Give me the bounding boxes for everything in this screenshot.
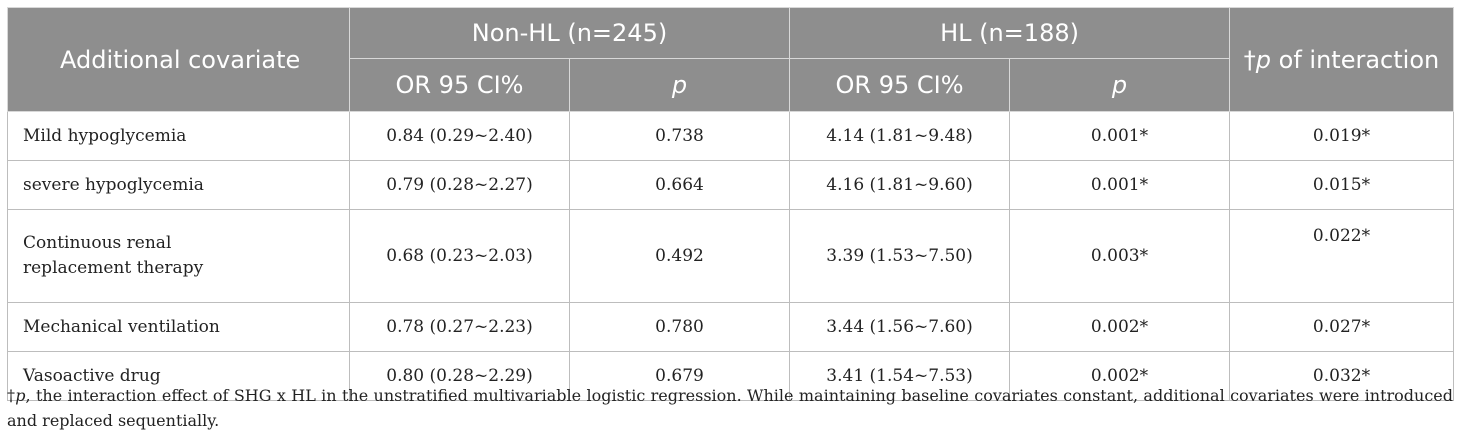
header-non-hl-p: p [568,58,791,112]
cell-hl-p: 0.002* [1009,351,1231,401]
footnote-text: , the interaction effect of SHG x HL in … [7,386,1454,430]
header-interaction-p: p [1255,45,1272,74]
cell-interaction: 0.032* [1229,351,1455,401]
cell-non-hl-or: 0.68 (0.23~2.03) [349,209,570,303]
table-header: Additional covariate Non-HL (n=245) HL (… [7,7,1455,112]
cell-interaction: 0.027* [1229,302,1455,352]
cell-non-hl-p: 0.679 [568,351,791,401]
row-label-line1: Continuous renal [23,233,172,254]
cell-non-hl-p: 0.664 [568,160,791,210]
table-row-vasoactive-drug: Vasoactive drug 0.80 (0.28~2.29) 0.679 3… [7,351,1455,401]
cell-hl-or: 4.14 (1.81~9.48) [789,111,1011,161]
header-interaction-dagger: † [1243,45,1256,74]
header-group-non-hl: Non-HL (n=245) [348,7,791,59]
table-footnote: †p, the interaction effect of SHG x HL i… [7,383,1453,433]
header-row-sub: OR 95 CI% p OR 95 CI% p [8,58,1454,112]
header-non-hl-or-ci: OR 95 CI% [349,58,570,112]
header-hl-or-ci: OR 95 CI% [789,58,1011,112]
table-row-mechanical-ventilation: Mechanical ventilation 0.78 (0.27~2.23) … [7,302,1455,352]
cell-non-hl-or: 0.80 (0.28~2.29) [349,351,570,401]
cell-non-hl-p: 0.780 [568,302,791,352]
cell-non-hl-p: 0.738 [568,111,791,161]
table-row-crrt: Continuous renal replacement therapy 0.68… [7,209,1455,303]
header-additional-covariate: Additional covariate [7,7,350,112]
cell-interaction: 0.019* [1229,111,1455,161]
results-table: Additional covariate Non-HL (n=245) HL (… [7,7,1455,401]
table-body: Mild hypoglycemia 0.84 (0.29~2.40) 0.738… [7,111,1455,401]
row-label: Continuous renal replacement therapy [7,209,350,303]
header-group-hl: HL (n=188) [789,7,1231,59]
cell-hl-or: 3.44 (1.56~7.60) [789,302,1011,352]
cell-hl-or: 4.16 (1.81~9.60) [789,160,1011,210]
row-label-line2: replacement therapy [23,258,204,278]
cell-non-hl-or: 0.79 (0.28~2.27) [349,160,570,210]
row-label: Vasoactive drug [7,351,350,401]
cell-non-hl-or: 0.84 (0.29~2.40) [349,111,570,161]
cell-hl-or: 3.41 (1.54~7.53) [789,351,1011,401]
table-row-mild-hypoglycemia: Mild hypoglycemia 0.84 (0.29~2.40) 0.738… [7,111,1455,161]
cell-non-hl-or: 0.78 (0.27~2.23) [349,302,570,352]
cell-hl-p: 0.002* [1009,302,1231,352]
cell-interaction: 0.015* [1229,160,1455,210]
cell-interaction: 0.022* [1229,209,1455,303]
row-label: severe hypoglycemia [7,160,350,210]
cell-hl-p: 0.003* [1009,209,1231,303]
header-row-groups: Additional covariate Non-HL (n=245) HL (… [7,7,1455,112]
row-label: Mild hypoglycemia [7,111,350,161]
row-label: Mechanical ventilation [7,302,350,352]
cell-hl-p: 0.001* [1009,111,1231,161]
footnote-p: p [15,386,26,405]
cell-non-hl-p: 0.492 [568,209,791,303]
header-interaction-rest: of interaction [1271,45,1440,74]
table-row-severe-hypoglycemia: severe hypoglycemia 0.79 (0.28~2.27) 0.6… [7,160,1455,210]
cell-hl-or: 3.39 (1.53~7.50) [789,209,1011,303]
cell-hl-p: 0.001* [1009,160,1231,210]
header-hl-p: p [1009,58,1231,112]
footnote-dagger: † [7,386,16,405]
header-interaction: †p of interaction [1229,7,1455,112]
